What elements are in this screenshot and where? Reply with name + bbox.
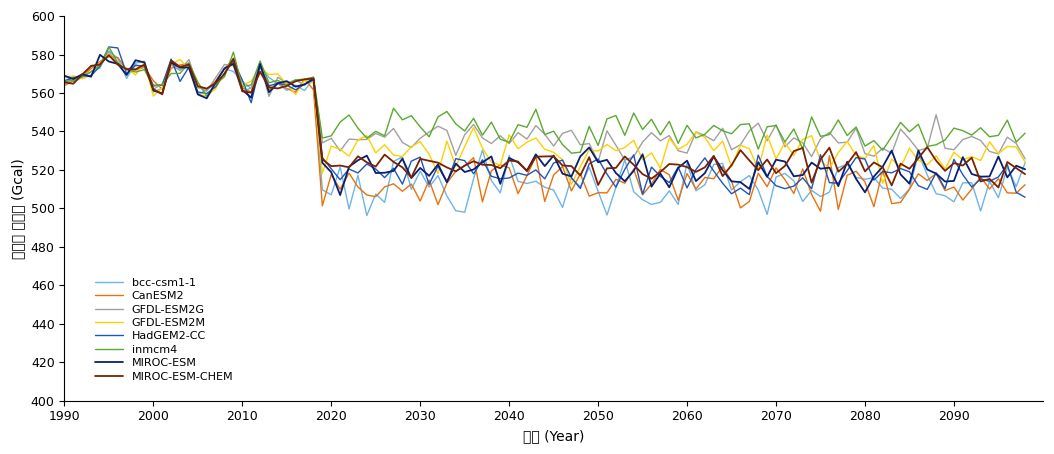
X-axis label: 년도 (Year): 년도 (Year): [523, 429, 584, 443]
MIROC-ESM: [343, 164, 355, 169]
inmcm4: [1019, 130, 1032, 136]
inmcm4: [707, 123, 720, 128]
GFDL-ESM2G: [591, 159, 604, 164]
GFDL-ESM2G: [583, 141, 596, 146]
MIROC-ESM: [94, 52, 106, 58]
HadGEM2-CC: [102, 44, 115, 49]
MIROC-ESM-CHEM: [58, 79, 71, 85]
GFDL-ESM2M: [707, 148, 720, 153]
bcc-csm1-1: [138, 59, 151, 64]
GFDL-ESM2G: [334, 148, 347, 153]
MIROC-ESM: [1019, 167, 1032, 172]
MIROC-ESM: [334, 192, 347, 198]
GFDL-ESM2M: [1019, 159, 1032, 165]
MIROC-ESM: [138, 60, 151, 65]
MIROC-ESM-CHEM: [583, 154, 596, 160]
CanESM2: [814, 208, 826, 214]
HadGEM2-CC: [58, 78, 71, 84]
bcc-csm1-1: [707, 162, 720, 167]
inmcm4: [387, 105, 399, 111]
Line: MIROC-ESM-CHEM: MIROC-ESM-CHEM: [64, 55, 1026, 188]
inmcm4: [102, 44, 115, 49]
HadGEM2-CC: [138, 63, 151, 69]
MIROC-ESM-CHEM: [334, 163, 347, 168]
CanESM2: [334, 187, 347, 192]
MIROC-ESM: [707, 154, 720, 159]
bcc-csm1-1: [1019, 160, 1032, 165]
MIROC-ESM: [58, 73, 71, 79]
inmcm4: [58, 79, 71, 84]
MIROC-ESM-CHEM: [992, 185, 1004, 190]
MIROC-ESM-CHEM: [138, 62, 151, 67]
GFDL-ESM2G: [601, 128, 613, 133]
MIROC-ESM: [591, 159, 604, 165]
MIROC-ESM-CHEM: [102, 52, 115, 58]
GFDL-ESM2M: [334, 147, 347, 152]
CanESM2: [58, 83, 71, 89]
Y-axis label: 에너지 사용량 (Gcal): 에너지 사용량 (Gcal): [12, 158, 25, 259]
HadGEM2-CC: [699, 155, 711, 161]
GFDL-ESM2G: [138, 65, 151, 70]
CanESM2: [1019, 182, 1032, 188]
bcc-csm1-1: [396, 154, 409, 160]
Line: MIROC-ESM: MIROC-ESM: [64, 55, 1026, 195]
GFDL-ESM2M: [138, 59, 151, 65]
Line: inmcm4: inmcm4: [64, 47, 1026, 153]
HadGEM2-CC: [591, 156, 604, 162]
MIROC-ESM: [601, 157, 613, 163]
GFDL-ESM2G: [707, 138, 720, 143]
Line: bcc-csm1-1: bcc-csm1-1: [64, 51, 1026, 216]
GFDL-ESM2G: [58, 82, 71, 87]
MIROC-ESM-CHEM: [387, 159, 399, 165]
GFDL-ESM2G: [387, 126, 399, 131]
bcc-csm1-1: [601, 212, 613, 218]
GFDL-ESM2M: [58, 75, 71, 80]
HadGEM2-CC: [583, 161, 596, 167]
CanESM2: [138, 64, 151, 70]
inmcm4: [138, 67, 151, 72]
inmcm4: [591, 143, 604, 148]
inmcm4: [601, 116, 613, 122]
inmcm4: [334, 119, 347, 125]
HadGEM2-CC: [334, 177, 347, 183]
bcc-csm1-1: [360, 213, 373, 218]
Line: GFDL-ESM2G: GFDL-ESM2G: [64, 52, 1026, 162]
bcc-csm1-1: [591, 188, 604, 194]
MIROC-ESM-CHEM: [699, 165, 711, 170]
bcc-csm1-1: [58, 73, 71, 78]
inmcm4: [565, 150, 578, 156]
bcc-csm1-1: [334, 164, 347, 170]
Line: GFDL-ESM2M: GFDL-ESM2M: [64, 54, 1026, 184]
CanESM2: [102, 54, 115, 59]
GFDL-ESM2M: [102, 51, 115, 57]
Legend: bcc-csm1-1, CanESM2, GFDL-ESM2G, GFDL-ESM2M, HadGEM2-CC, inmcm4, MIROC-ESM, MIRO: bcc-csm1-1, CanESM2, GFDL-ESM2G, GFDL-ES…: [90, 272, 239, 387]
Line: CanESM2: CanESM2: [64, 57, 1026, 211]
CanESM2: [387, 181, 399, 187]
Line: HadGEM2-CC: HadGEM2-CC: [64, 47, 1026, 197]
CanESM2: [699, 175, 711, 180]
GFDL-ESM2G: [102, 49, 115, 54]
CanESM2: [583, 193, 596, 199]
GFDL-ESM2M: [591, 148, 604, 154]
HadGEM2-CC: [1019, 194, 1032, 200]
CanESM2: [591, 190, 604, 195]
MIROC-ESM-CHEM: [591, 183, 604, 188]
HadGEM2-CC: [387, 166, 399, 171]
GFDL-ESM2M: [387, 152, 399, 158]
MIROC-ESM-CHEM: [1019, 172, 1032, 177]
bcc-csm1-1: [102, 48, 115, 54]
MIROC-ESM: [396, 156, 409, 161]
GFDL-ESM2G: [1019, 156, 1032, 162]
GFDL-ESM2M: [601, 142, 613, 147]
GFDL-ESM2M: [565, 182, 578, 187]
